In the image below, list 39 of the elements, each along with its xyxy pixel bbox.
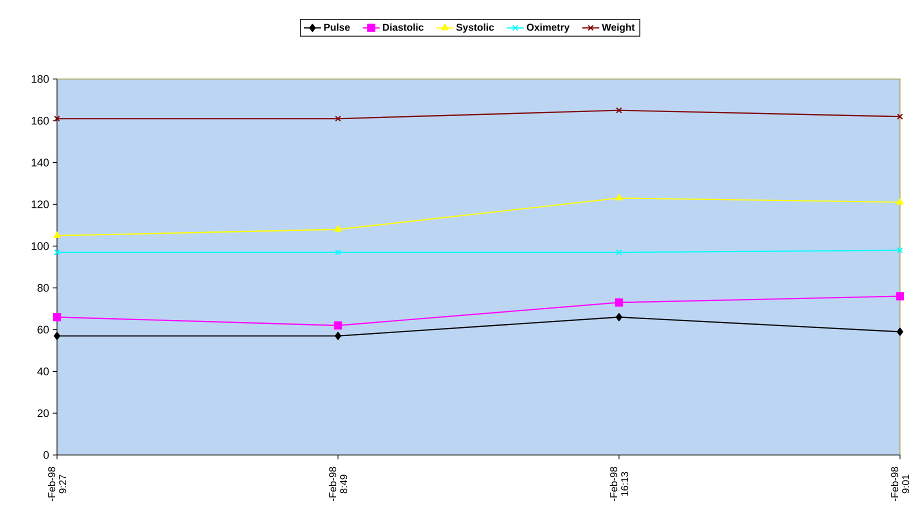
point [614, 298, 624, 307]
point [896, 198, 904, 205]
y-tick-label: 140 [32, 158, 49, 166]
x-tick-label: -Feb-98 9:01 [890, 467, 910, 502]
point [54, 116, 60, 122]
y-tick-label: 0 [44, 451, 49, 459]
point [52, 313, 62, 322]
x-tick-label: -Feb-98 16:13 [610, 467, 628, 502]
point [896, 114, 904, 120]
y-tick-label: 20 [38, 409, 49, 418]
y-tick-label: 60 [38, 326, 49, 334]
y-tick-label: 80 [38, 284, 49, 292]
y-tick-label: 40 [37, 368, 49, 376]
y-tick-label: 100 [32, 242, 49, 250]
point [334, 249, 342, 256]
point [334, 332, 342, 340]
point [334, 116, 342, 122]
legend-label: Pulse [324, 23, 350, 31]
y-tick-label: 160 [32, 116, 49, 125]
y-tick-label: 180 [32, 75, 49, 83]
point [334, 321, 342, 330]
point [616, 249, 622, 256]
x-tick-label: -Feb-98 8:49 [328, 467, 348, 502]
point [896, 292, 904, 300]
x-tick-label: -Feb-98 9:27 [48, 467, 66, 502]
point [53, 232, 61, 238]
point [896, 328, 904, 336]
point [54, 332, 60, 340]
point [616, 313, 622, 322]
y-tick-label: 120 [32, 200, 49, 208]
point [616, 107, 622, 114]
point [615, 194, 623, 200]
legend-label: Systolic [456, 23, 494, 33]
point [334, 225, 342, 232]
point [896, 247, 904, 254]
legend-label: Diastolic [382, 23, 424, 31]
point [54, 249, 60, 256]
legend-label: Weight [602, 23, 635, 33]
legend-label: Oximetry [526, 23, 570, 33]
